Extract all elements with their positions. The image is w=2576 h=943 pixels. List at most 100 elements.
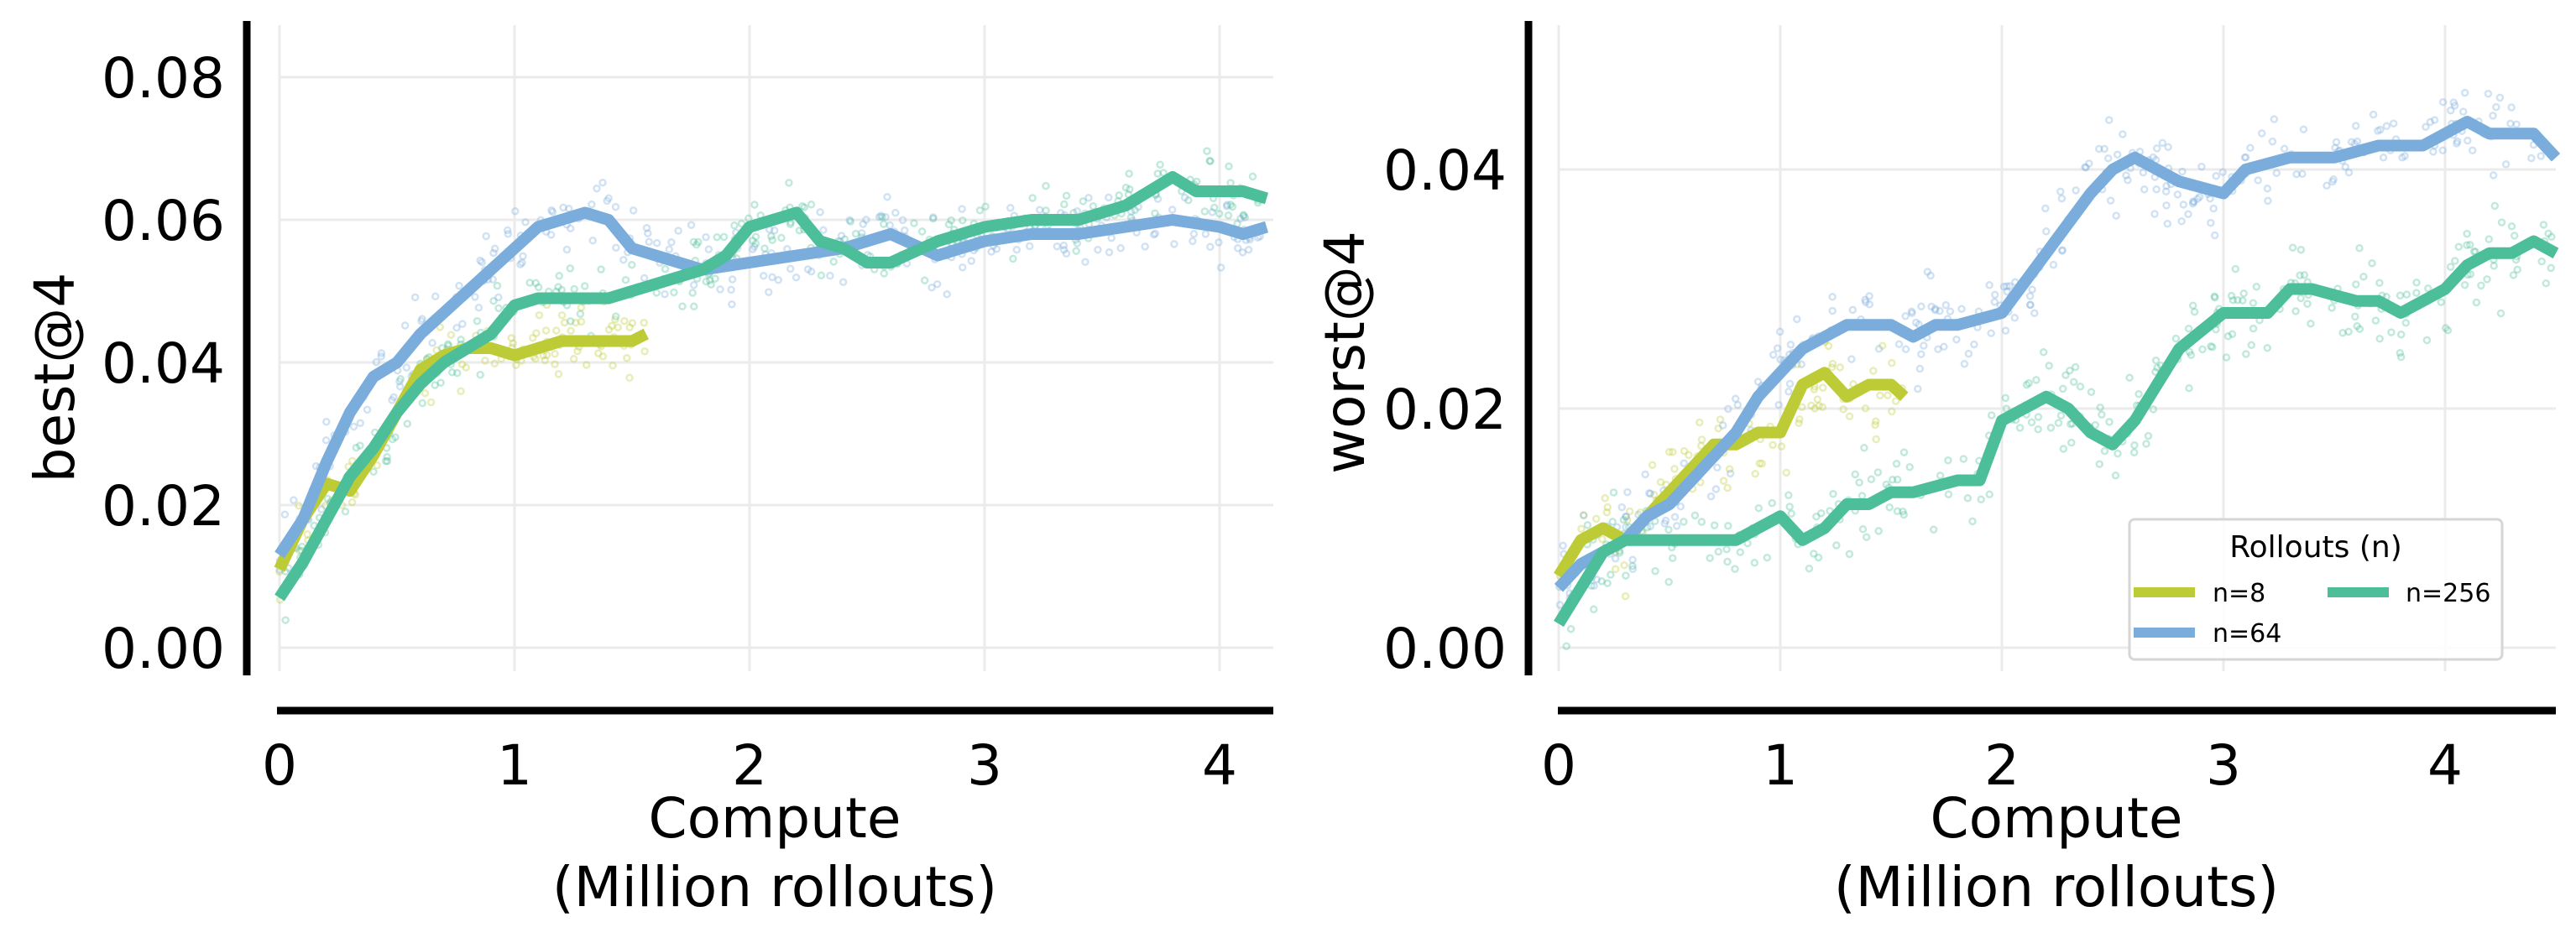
scatter-point xyxy=(1620,560,1628,570)
scatter-point xyxy=(2249,299,2258,307)
scatter-point xyxy=(1899,510,1908,519)
scatter-point xyxy=(2195,192,2204,201)
scatter-point xyxy=(2464,136,2472,145)
scatter-point xyxy=(402,363,411,372)
scatter-point xyxy=(1777,442,1786,451)
scatter-point xyxy=(2171,334,2181,343)
scatter-point xyxy=(1180,193,1189,202)
scatter-point xyxy=(751,232,760,241)
scatter-point xyxy=(2477,281,2485,290)
scatter-point xyxy=(1845,412,1854,420)
scatter-point xyxy=(2231,264,2240,274)
scatter-point xyxy=(2489,171,2498,180)
scatter-point xyxy=(2483,275,2491,284)
scatter-point xyxy=(1153,195,1163,203)
scatter-point xyxy=(2234,295,2242,305)
scatter-point xyxy=(845,216,854,225)
scatter-point xyxy=(2096,403,2104,412)
scatter-point xyxy=(2454,242,2464,251)
scatter-point xyxy=(567,326,575,336)
scatter-point xyxy=(2066,366,2074,375)
scatter-point xyxy=(1607,570,1615,579)
scatter-point xyxy=(2179,201,2188,209)
scatter-point xyxy=(2091,420,2100,430)
scatter-point xyxy=(428,339,436,347)
scatter-point xyxy=(1769,351,1778,359)
scatter-point xyxy=(1621,591,1630,601)
scatter-point xyxy=(383,456,392,466)
scatter-point xyxy=(2105,418,2114,426)
scatter-point xyxy=(1832,541,1841,550)
scatter-point xyxy=(2130,440,2139,450)
scatter-point xyxy=(2489,112,2497,120)
scatter-point xyxy=(1206,242,1215,252)
scatter-point xyxy=(580,282,589,290)
scatter-point xyxy=(2129,448,2139,457)
scatter-point xyxy=(509,339,517,348)
scatter-point xyxy=(1818,403,1827,412)
scatter-point xyxy=(1615,549,1624,557)
scatter-point xyxy=(1901,345,1910,354)
scatter-point xyxy=(1957,305,1966,313)
scatter-point xyxy=(1566,624,1575,633)
scatter-point xyxy=(2463,229,2471,238)
scatter-point xyxy=(426,398,436,407)
scatter-point xyxy=(1225,162,1233,171)
scatter-point xyxy=(395,382,405,391)
scatter-point xyxy=(2122,171,2130,180)
scatter-point xyxy=(2485,235,2494,243)
scatter-point xyxy=(1725,465,1734,473)
scatter-point xyxy=(749,237,757,245)
scatter-point xyxy=(2460,280,2469,289)
scatter-point xyxy=(1649,491,1659,499)
scatter-point xyxy=(1807,401,1816,410)
scatter-point xyxy=(2057,247,2067,255)
series-line-n256 xyxy=(274,171,1269,602)
scatter-point xyxy=(1059,241,1069,250)
scatter-point xyxy=(1680,459,1689,467)
scatter-point xyxy=(369,467,378,477)
scatter-point xyxy=(619,255,628,264)
x-tick-label: 1 xyxy=(1763,733,1798,798)
scatter-point xyxy=(2134,389,2143,399)
scatter-point xyxy=(418,315,426,323)
scatter-point xyxy=(1059,246,1069,254)
scatter-point xyxy=(1598,534,1607,544)
scatter-point xyxy=(1646,522,1654,531)
scatter-point xyxy=(694,237,703,247)
scatter-point xyxy=(2119,130,2127,138)
x-tick-label: 4 xyxy=(1202,733,1237,798)
scatter-point xyxy=(1871,417,1880,425)
scatter-point xyxy=(2034,413,2043,421)
right-x-tick-labels: 0 1 2 3 4 xyxy=(1541,733,2463,798)
scatter-point xyxy=(2094,144,2103,154)
scatter-point xyxy=(356,441,364,450)
scatter-point xyxy=(1814,553,1823,562)
scatter-point xyxy=(573,346,582,356)
scatter-point xyxy=(2296,294,2305,303)
scatter-point xyxy=(1888,476,1897,484)
scatter-point xyxy=(1670,513,1680,521)
scatter-point xyxy=(2376,125,2385,134)
scatter-point xyxy=(377,352,385,361)
scatter-point xyxy=(1664,525,1673,534)
scatter-point xyxy=(1608,518,1617,526)
scatter-point xyxy=(625,323,634,331)
scatter-point xyxy=(727,285,735,294)
scatter-point xyxy=(2453,139,2461,148)
scatter-point xyxy=(1876,391,1884,400)
scatter-point xyxy=(1201,230,1210,238)
scatter-point xyxy=(621,275,630,284)
scatter-point xyxy=(1592,575,1601,584)
scatter-point xyxy=(1785,503,1794,511)
scatter-point xyxy=(518,258,526,267)
scatter-point xyxy=(2173,190,2182,199)
scatter-point xyxy=(577,317,586,326)
scatter-point xyxy=(1828,306,1837,315)
scatter-point xyxy=(798,202,807,211)
scatter-point xyxy=(567,317,575,326)
scatter-point xyxy=(1847,355,1856,363)
scatter-point xyxy=(1776,355,1784,364)
scatter-point xyxy=(542,351,551,360)
scatter-point xyxy=(1990,298,1999,306)
